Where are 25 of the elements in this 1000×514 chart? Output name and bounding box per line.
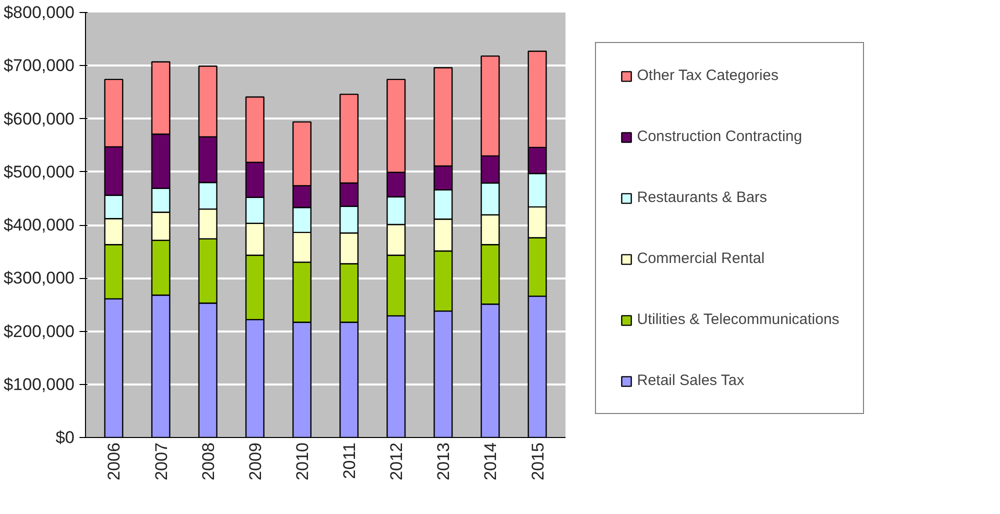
y-tick-label: $800,000 xyxy=(4,3,74,22)
legend-label: Restaurants & Bars xyxy=(637,189,768,206)
x-tick-label: 2013 xyxy=(434,442,454,480)
x-tick-label: 2011 xyxy=(340,442,360,480)
x-tick-label: 2015 xyxy=(528,442,548,480)
x-tick-label: 2008 xyxy=(198,442,218,480)
x-tick-label: 2014 xyxy=(481,442,500,480)
legend-label: Retail Sales Tax xyxy=(637,372,744,389)
legend-label: Utilities & Telecommunications xyxy=(637,311,840,328)
x-tick-label: 2006 xyxy=(104,442,124,480)
x-tick-label: 2010 xyxy=(292,442,312,480)
y-tick-label: $300,000 xyxy=(4,268,74,288)
x-tick-label: 2009 xyxy=(246,442,265,480)
y-tick-label: $700,000 xyxy=(4,56,74,76)
x-tick-label: 2012 xyxy=(387,442,406,480)
legend-label: Commercial Rental xyxy=(637,250,765,267)
x-tick-label: 2007 xyxy=(152,442,171,480)
y-tick-label: $100,000 xyxy=(4,374,74,394)
y-tick-label: $200,000 xyxy=(4,322,74,341)
y-tick-label: $600,000 xyxy=(4,109,74,128)
legend-label: Construction Contracting xyxy=(637,128,802,145)
y-tick-label: $0 xyxy=(56,428,75,447)
y-tick-label: $500,000 xyxy=(4,162,74,182)
y-tick-label: $400,000 xyxy=(4,216,74,234)
legend-label: Other Tax Categories xyxy=(637,67,778,84)
